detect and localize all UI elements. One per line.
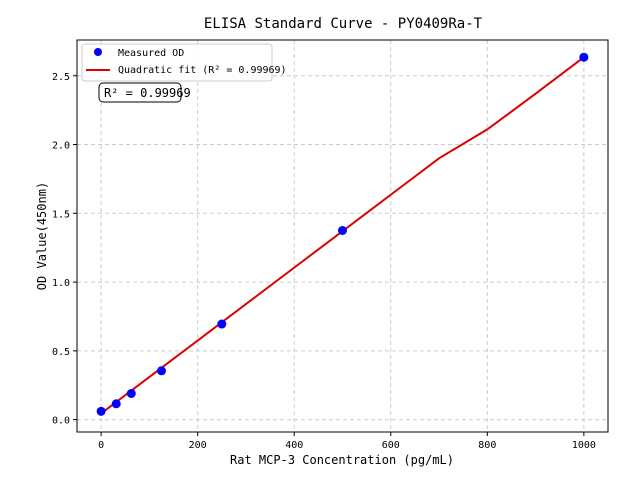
data-point <box>156 366 166 376</box>
plot-frame <box>76 39 609 433</box>
data-point <box>96 406 106 416</box>
legend-label-measured: Measured OD <box>118 48 184 59</box>
legend: Measured OD Quadratic fit (R² = 0.99969) <box>81 43 287 82</box>
x-tick-label: 600 <box>382 440 400 451</box>
data-point <box>579 52 589 62</box>
data-point <box>111 399 121 409</box>
y-tick-label: 0.0 <box>52 416 70 427</box>
y-tick-label: 2.0 <box>52 141 70 152</box>
y-tick-label: 1.0 <box>52 278 70 289</box>
fit-line <box>100 56 585 415</box>
grid <box>77 40 608 432</box>
y-tick-label: 2.5 <box>52 72 70 83</box>
y-tick-label: 0.5 <box>52 347 70 358</box>
y-tick-label: 1.5 <box>52 209 70 220</box>
x-tick-label: 400 <box>285 440 303 451</box>
x-tick-label: 1000 <box>572 440 596 451</box>
legend-marker-measured <box>94 48 102 56</box>
data-point <box>338 225 347 235</box>
r2-annotation: R² = 0.99969 <box>98 82 191 103</box>
marks <box>96 52 589 416</box>
x-tick-label: 800 <box>478 440 496 451</box>
x-tick-label: 0 <box>98 440 104 451</box>
x-axis-label: Rat MCP-3 Concentration (pg/mL) <box>230 453 454 467</box>
data-point <box>126 388 136 398</box>
data-point <box>217 319 227 329</box>
x-tick-label: 200 <box>189 440 207 451</box>
r2-annotation-text: R² = 0.99969 <box>104 86 191 100</box>
y-axis-label: OD Value(450nm) <box>35 182 49 290</box>
ticks: 0 200 400 600 800 1000 0.0 0.5 1.0 1.5 2.0 2.5 <box>52 72 596 451</box>
legend-label-fit: Quadratic fit (R² = 0.99969) <box>118 65 287 76</box>
chart-title: ELISA Standard Curve - PY0409Ra-T <box>204 16 483 32</box>
